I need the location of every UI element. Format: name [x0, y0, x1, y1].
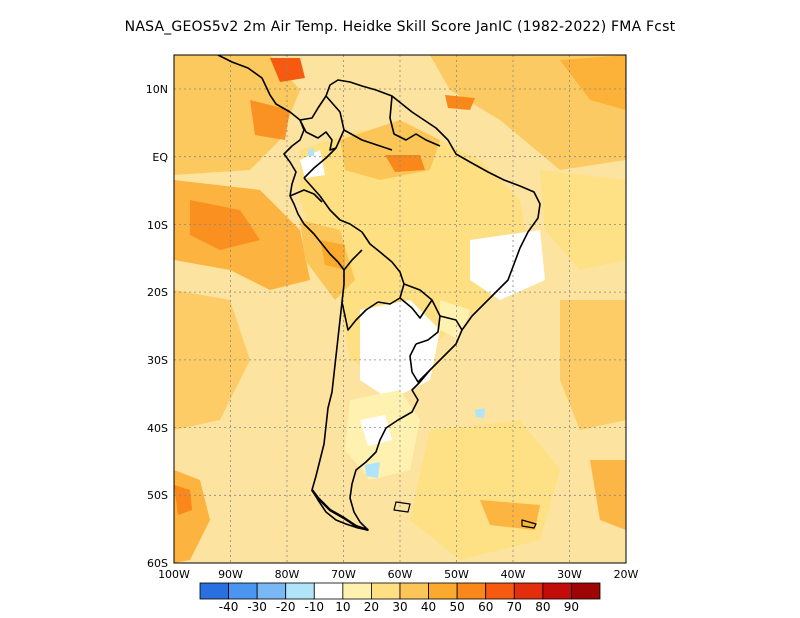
lon-label-80w: 80W [275, 568, 300, 581]
map-frame [173, 54, 627, 564]
colorbar-swatch [199, 582, 229, 600]
lon-label-60w: 60W [388, 568, 413, 581]
lon-label-40w: 40W [501, 568, 526, 581]
colorbar-swatch [513, 582, 544, 600]
colorbar-label: 20 [364, 600, 379, 614]
colorbar-swatch [485, 582, 515, 600]
colorbar-swatch [256, 582, 287, 600]
lon-label-90w: 90W [218, 568, 243, 581]
skill-field-patches [174, 55, 626, 563]
colorbar-label: 70 [507, 600, 522, 614]
lon-label-30w: 30W [557, 568, 582, 581]
colorbar-label: -20 [276, 600, 296, 614]
colorbar-label: 80 [535, 600, 550, 614]
colorbar-label: -40 [219, 600, 239, 614]
lat-label-eq: EQ [152, 151, 168, 164]
map-title: NASA_GEOS5v2 2m Air Temp. Heidke Skill S… [124, 19, 676, 35]
colorbar-swatch [456, 582, 487, 600]
colorbar-swatch [285, 582, 315, 600]
map-gridlines [174, 55, 626, 563]
colorbar-swatch [399, 582, 429, 600]
map-plot-area [173, 54, 627, 564]
lat-label-40s: 40S [147, 422, 168, 435]
colorbar-swatch [371, 582, 401, 600]
lon-label-20w: 20W [614, 568, 639, 581]
lon-label-70w: 70W [331, 568, 356, 581]
colorbar: -40 -30 -20 -10 10 20 30 40 50 60 70 80 90 [199, 582, 601, 614]
colorbar-swatch [428, 582, 458, 600]
lat-label-60s: 60S [147, 557, 168, 570]
lat-label-20s: 20S [147, 286, 168, 299]
latitude-axis: 10N EQ 10S 20S 30S 40S 50S 60S [146, 83, 169, 570]
lat-label-50s: 50S [147, 489, 168, 502]
colorbar-label: 10 [335, 600, 350, 614]
colorbar-swatch [542, 582, 572, 600]
colorbar-label: 60 [478, 600, 493, 614]
lon-label-50w: 50W [444, 568, 469, 581]
colorbar-swatch [313, 582, 344, 600]
colorbar-label: 30 [392, 600, 407, 614]
colorbar-swatch [342, 582, 372, 600]
colorbar-label: 40 [421, 600, 436, 614]
coastline-outlines [217, 55, 541, 532]
longitude-axis: 100W 90W 80W 70W 60W 50W 40W 30W 20W [158, 568, 638, 581]
lon-label-100w: 100W [158, 568, 190, 581]
colorbar-label: -30 [247, 600, 267, 614]
colorbar-label: -10 [304, 600, 324, 614]
lat-label-10n: 10N [146, 83, 168, 96]
lat-label-30s: 30S [147, 354, 168, 367]
colorbar-swatch [228, 582, 258, 600]
colorbar-swatch [571, 582, 601, 600]
colorbar-label: 90 [564, 600, 579, 614]
lat-label-10s: 10S [147, 219, 168, 232]
colorbar-label: 50 [450, 600, 465, 614]
